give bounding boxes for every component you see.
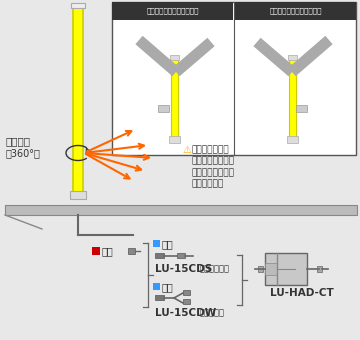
Text: （シングル）: （シングル）: [200, 264, 230, 273]
Text: キャッチャー設置（出角）: キャッチャー設置（出角）: [269, 8, 322, 14]
Text: キャッチャー設置（入角）: キャッチャー設置（入角）: [146, 8, 199, 14]
Bar: [5, 205, 357, 215]
Bar: [177, 253, 185, 258]
Text: 同一方向へ回転: 同一方向へ回転: [192, 145, 230, 154]
Bar: [155, 253, 164, 258]
Bar: [258, 266, 263, 272]
Text: オス: オス: [162, 282, 174, 292]
Text: れがあります: れがあります: [192, 180, 224, 188]
Bar: [92, 247, 100, 255]
Bar: [73, 5, 83, 193]
Bar: [153, 240, 160, 247]
Text: オス: オス: [162, 239, 174, 249]
Bar: [128, 248, 135, 254]
Text: LU-15CDS: LU-15CDS: [155, 264, 212, 274]
Bar: [296, 105, 307, 112]
Bar: [169, 136, 180, 143]
Text: ⚠: ⚠: [183, 145, 192, 155]
Bar: [317, 266, 322, 272]
Text: （360°）: （360°）: [6, 148, 41, 158]
Bar: [70, 191, 86, 199]
Bar: [183, 290, 190, 295]
Text: 角度調整: 角度調整: [6, 136, 31, 146]
Text: LU-HAD-CT: LU-HAD-CT: [270, 288, 334, 298]
Bar: [235, 2, 356, 20]
Bar: [71, 3, 85, 8]
Bar: [265, 253, 307, 285]
Bar: [265, 263, 277, 275]
Bar: [288, 55, 297, 60]
Bar: [170, 55, 179, 60]
Bar: [158, 105, 169, 112]
Bar: [155, 295, 164, 300]
Bar: [183, 299, 190, 304]
Bar: [112, 2, 233, 20]
Bar: [153, 283, 160, 290]
Text: メス: メス: [102, 246, 114, 256]
Text: コードが切れる恐: コードが切れる恐: [192, 168, 235, 177]
Text: を続けると、中の: を続けると、中の: [192, 156, 235, 166]
Bar: [171, 58, 178, 138]
Bar: [287, 136, 298, 143]
Text: （ダブル）: （ダブル）: [200, 308, 225, 317]
Text: LU-15CDW: LU-15CDW: [155, 308, 216, 318]
Bar: [112, 2, 356, 155]
Bar: [289, 58, 296, 138]
